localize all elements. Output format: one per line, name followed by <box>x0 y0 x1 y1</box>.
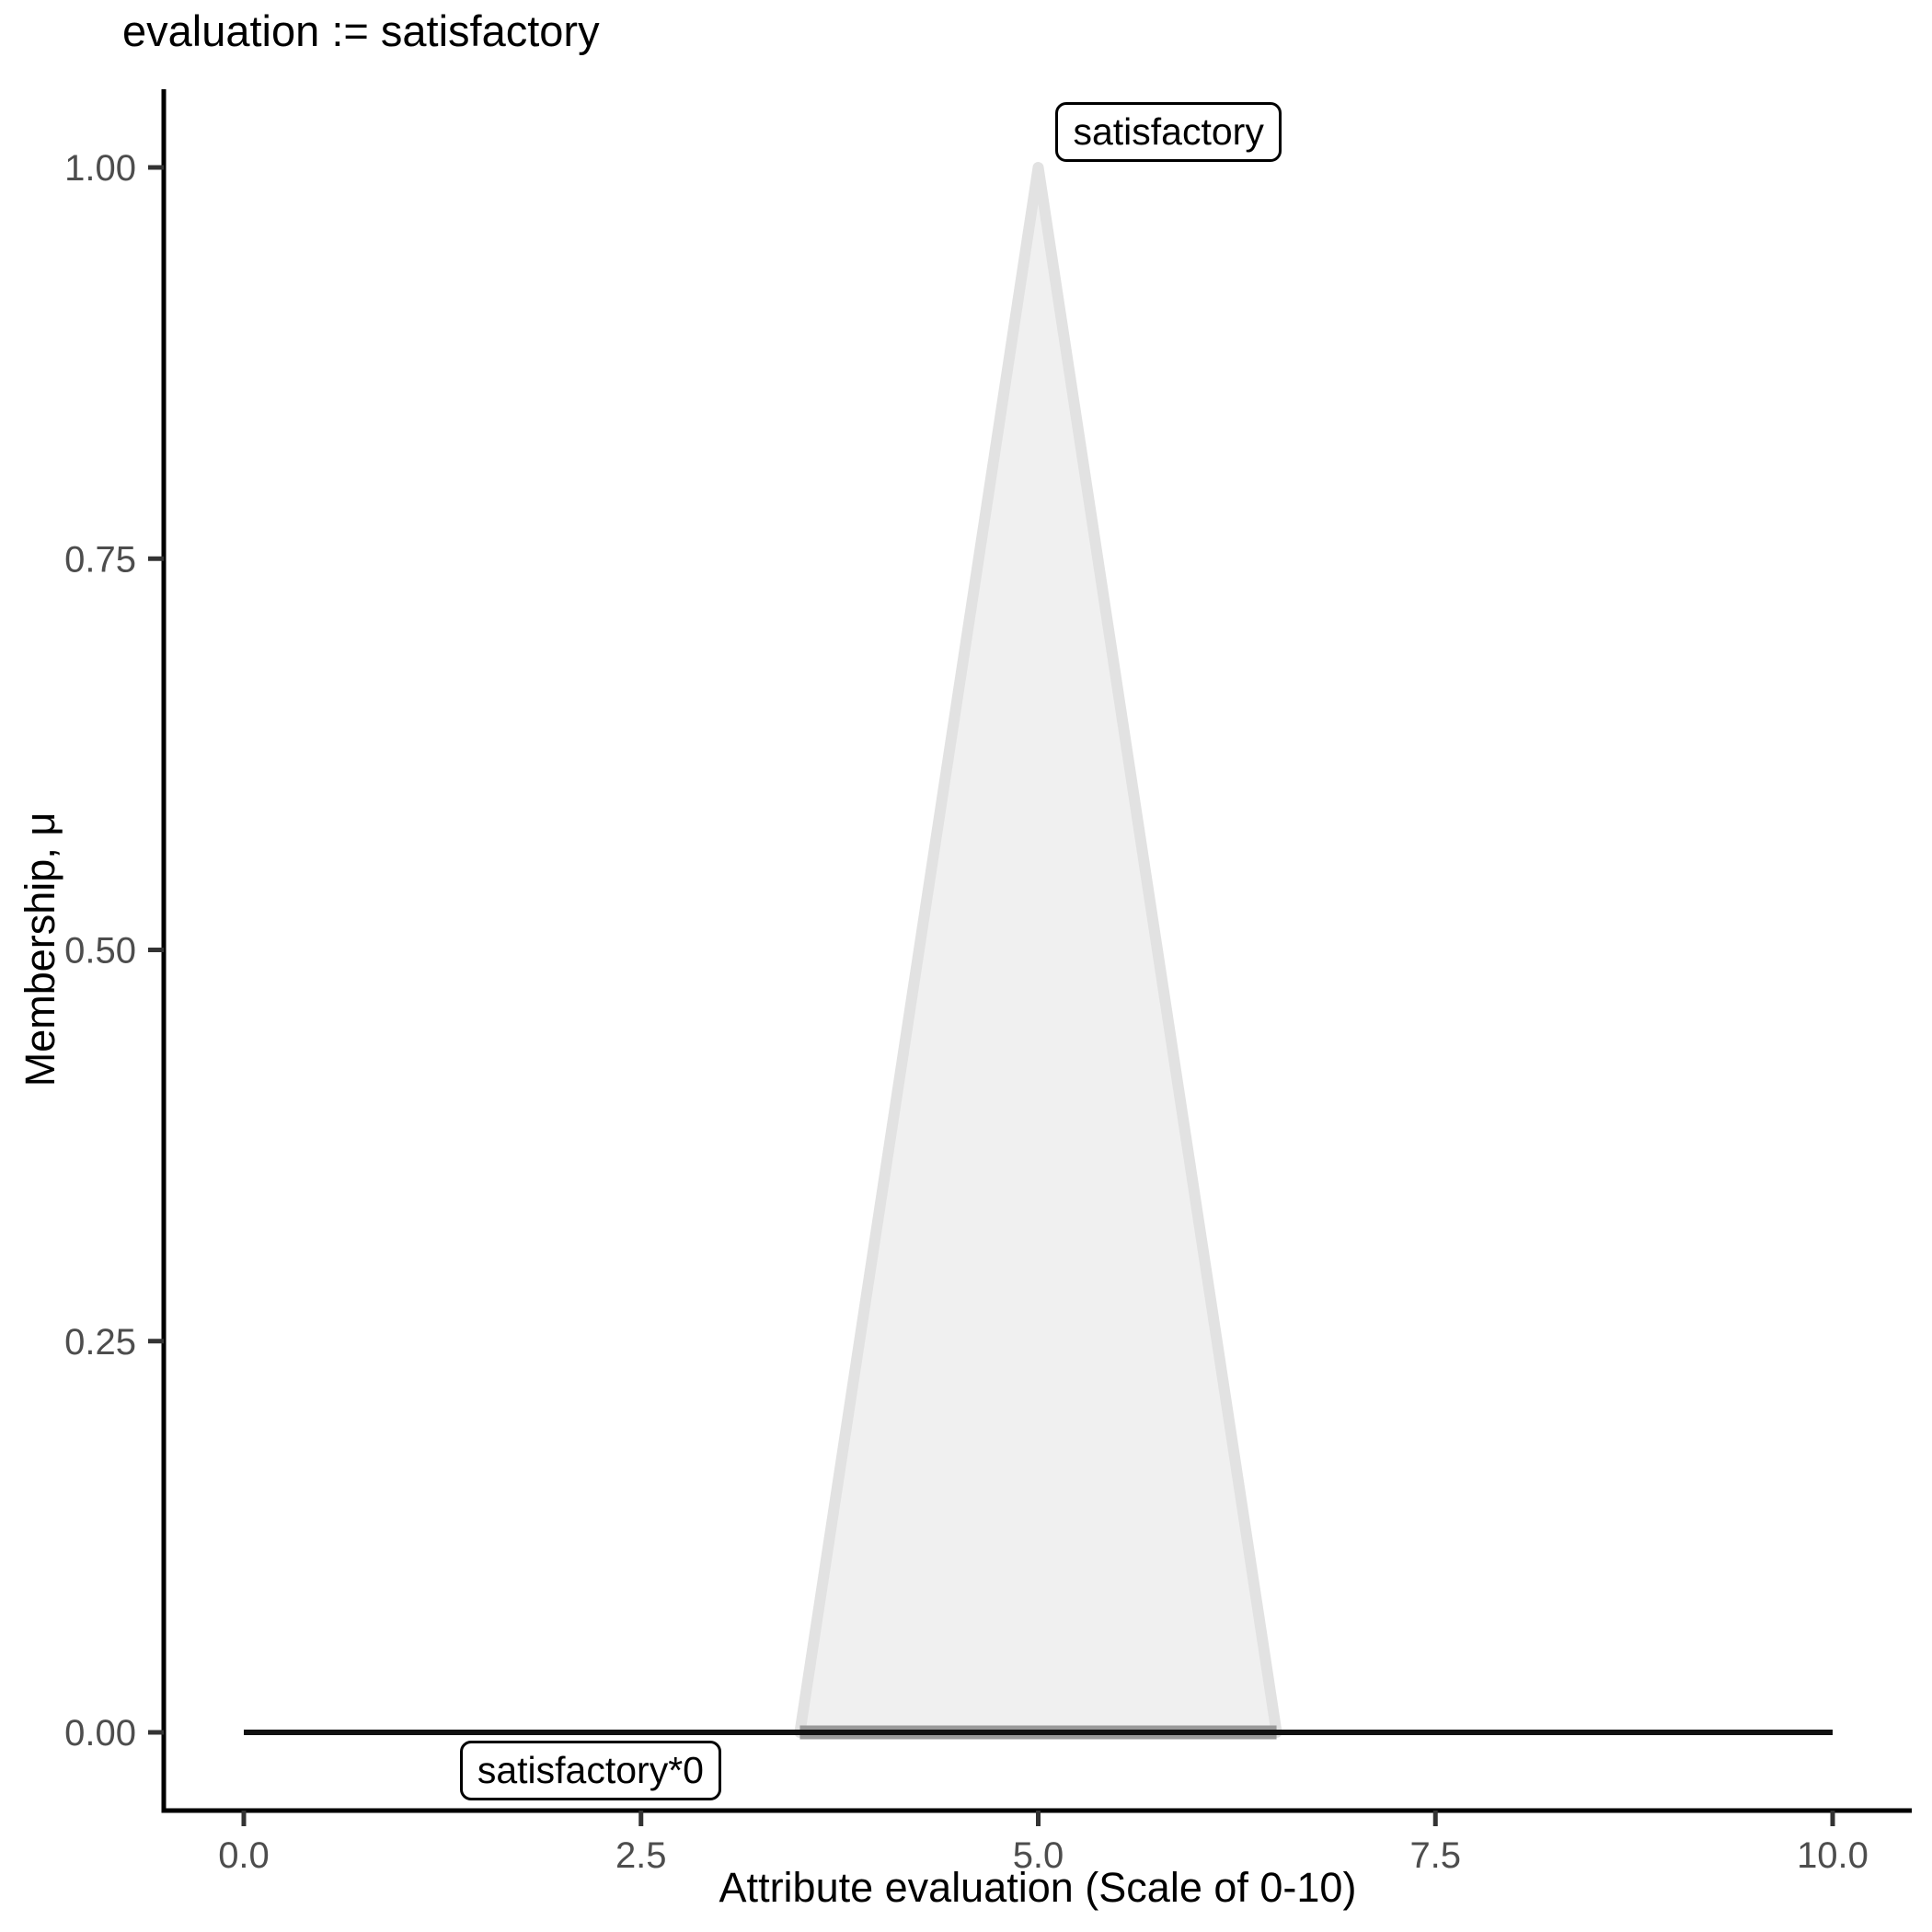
y-tick-label: 1.00 <box>64 148 136 189</box>
annotation-satisfactory-times-0: satisfactory*0 <box>459 1741 721 1801</box>
y-tick-label: 0.25 <box>64 1322 136 1363</box>
x-tick-label: 10.0 <box>1797 1835 1869 1876</box>
y-tick-label: 0.75 <box>64 539 136 580</box>
x-tick-label: 5.0 <box>1013 1835 1064 1876</box>
y-tick-label: 0.50 <box>64 931 136 972</box>
series-layer <box>244 162 1833 1740</box>
x-tick-label: 7.5 <box>1409 1835 1461 1876</box>
membership-triangle-satisfactory <box>794 162 1282 1738</box>
y-axis-ticks: 0.00 0.25 0.50 0.75 1.00 <box>64 148 164 1754</box>
y-tick-label: 0.00 <box>64 1713 136 1754</box>
x-tick-label: 0.0 <box>218 1835 270 1876</box>
x-tick-label: 2.5 <box>615 1835 667 1876</box>
annotation-satisfactory: satisfactory <box>1055 102 1282 163</box>
plot-title: evaluation := satisfactory <box>122 6 600 55</box>
x-axis-title: Attribute evaluation (Scale of 0-10) <box>719 1864 1357 1911</box>
x-axis-ticks: 0.0 2.5 5.0 7.5 10.0 <box>218 1811 1869 1876</box>
